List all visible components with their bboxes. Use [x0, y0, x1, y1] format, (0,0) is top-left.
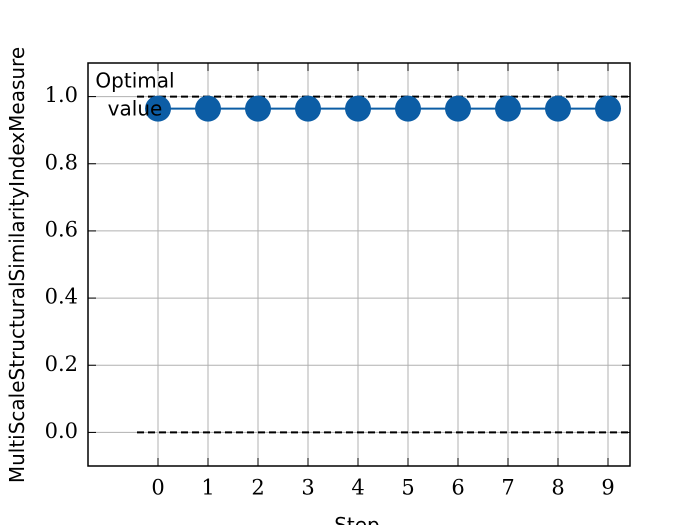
y-tick-label: 1.0 — [45, 83, 78, 107]
plot-frame — [87, 62, 631, 467]
marker — [295, 95, 321, 122]
annotation: Optimal — [95, 69, 174, 93]
x-tick-label: 7 — [501, 476, 514, 500]
x-tick-label: 4 — [351, 476, 364, 500]
marker — [545, 95, 571, 122]
x-tick-label: 0 — [151, 476, 164, 500]
y-tick-label: 0.8 — [45, 150, 78, 174]
marker — [195, 95, 221, 122]
y-axis-label: MultiScaleStructuralSimilarityIndexMeasu… — [5, 47, 29, 483]
marker — [495, 95, 521, 122]
marker — [395, 95, 421, 122]
y-tick-label: 0.2 — [45, 352, 78, 376]
x-tick-label: 3 — [301, 476, 314, 500]
annotation: value — [108, 97, 163, 121]
marker — [145, 95, 171, 122]
y-tick-label: 0.4 — [45, 285, 78, 309]
y-tick-label: 0.6 — [45, 217, 78, 241]
x-tick-label: 8 — [551, 476, 564, 500]
x-tick-label: 1 — [201, 476, 214, 500]
x-axis-label: Step — [334, 513, 380, 525]
y-tick-label: 0.0 — [45, 419, 78, 443]
marker — [345, 95, 371, 122]
x-tick-label: 5 — [401, 476, 414, 500]
x-tick-label: 6 — [451, 476, 464, 500]
x-tick-label: 9 — [601, 476, 614, 500]
marker — [595, 95, 621, 122]
marker — [445, 95, 471, 122]
x-tick-label: 2 — [251, 476, 264, 500]
marker — [245, 95, 271, 122]
